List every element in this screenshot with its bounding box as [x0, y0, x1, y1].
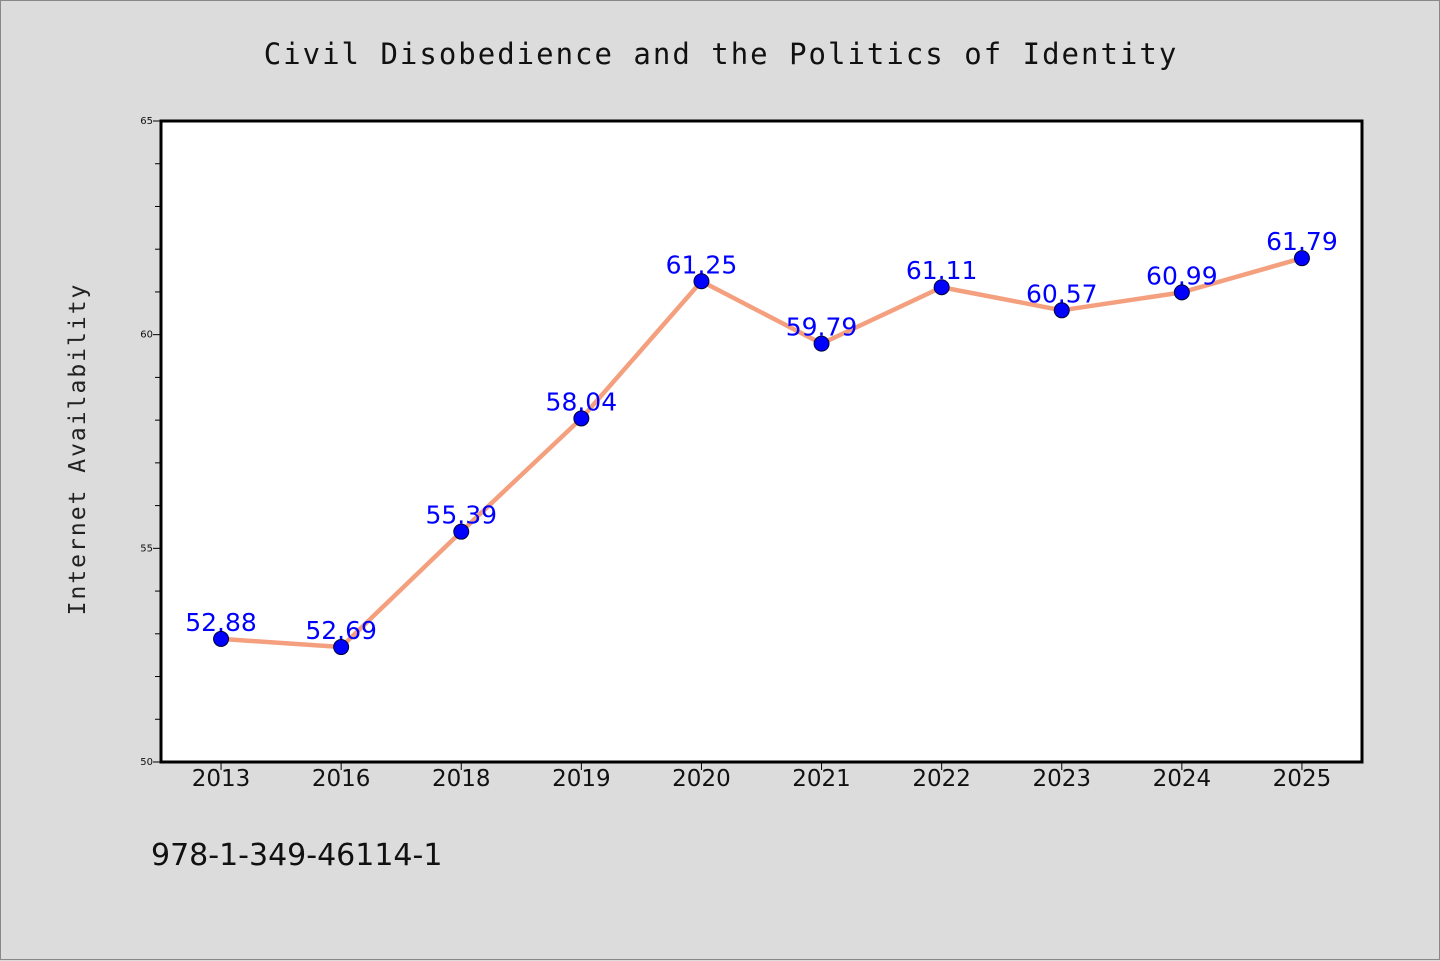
- series-line: [218, 255, 1305, 650]
- data-label: 60.57: [1026, 279, 1098, 308]
- y-tick-label: 60: [140, 330, 153, 341]
- data-point: [1053, 302, 1070, 319]
- data-point: [933, 279, 950, 296]
- data-point: [813, 335, 830, 352]
- data-label: 58.04: [546, 387, 618, 416]
- x-tick-label: 2018: [432, 766, 491, 792]
- y-axis-label: Internet Availability: [65, 283, 91, 616]
- y-tick-label: 50: [140, 757, 153, 768]
- y-tick-label: 65: [140, 116, 153, 127]
- data-label: 61.11: [906, 256, 978, 285]
- x-tick-label: 2024: [1153, 766, 1212, 792]
- data-point: [573, 410, 590, 427]
- x-tick-label: 2016: [312, 766, 371, 792]
- isbn-text: 978-1-349-46114-1: [151, 838, 442, 873]
- x-axis: 2013 2016 2018 2019 2020 2021 2022 2023 2024 2025: [192, 762, 1331, 792]
- data-label: 55.39: [425, 501, 497, 530]
- data-label: 61.79: [1266, 227, 1338, 256]
- chart-title: Civil Disobedience and the Politics of I…: [264, 37, 1179, 71]
- data-point: [1173, 284, 1190, 301]
- x-tick-label: 2013: [192, 766, 251, 792]
- data-point: [1293, 250, 1310, 267]
- series-layer: 52.88 52.69 55.39 58.04 61.25 59.79 61.11 60.57…: [185, 227, 1338, 656]
- x-tick-label: 2020: [672, 766, 731, 792]
- x-tick-label: 2019: [552, 766, 611, 792]
- x-tick-label: 2022: [912, 766, 971, 792]
- data-point: [333, 639, 350, 656]
- x-tick-label: 2021: [792, 766, 851, 792]
- y-axis: 50 55 60 65: [140, 116, 161, 768]
- data-point: [213, 630, 230, 647]
- data-label: 60.99: [1146, 261, 1218, 290]
- data-point: [453, 523, 470, 540]
- data-label: 61.25: [666, 250, 738, 279]
- data-label: 52.69: [305, 616, 377, 645]
- data-label: 59.79: [786, 313, 858, 342]
- y-tick-label: 55: [140, 543, 153, 554]
- data-point: [693, 273, 710, 290]
- data-label: 52.88: [185, 608, 257, 637]
- plot-area: [159, 119, 1364, 764]
- x-tick-label: 2023: [1032, 766, 1091, 792]
- x-tick-label: 2025: [1273, 766, 1332, 792]
